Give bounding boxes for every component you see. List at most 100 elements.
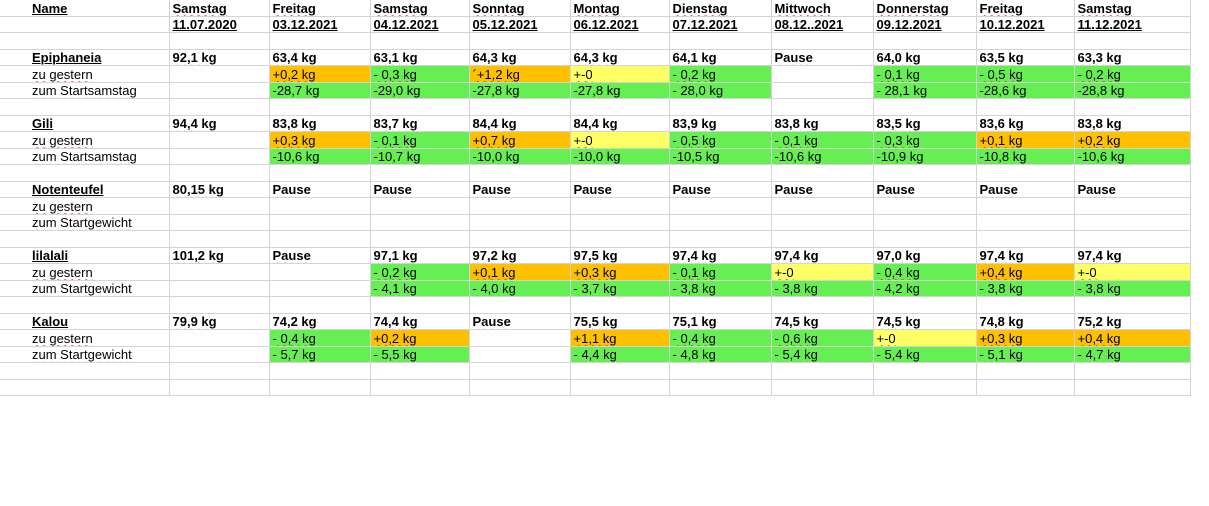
weight-cell[interactable]: 84,4 kg: [570, 115, 670, 132]
diff-start-cell[interactable]: -10,6 kg: [269, 148, 371, 165]
header-day-cell[interactable]: Samstag: [169, 0, 270, 17]
empty-cell[interactable]: [269, 379, 371, 396]
empty-cell[interactable]: [570, 296, 670, 314]
diff-start-cell[interactable]: [169, 346, 270, 363]
weight-cell[interactable]: 92,1 kg: [169, 49, 270, 66]
diff-start-cell[interactable]: -10,7 kg: [370, 148, 470, 165]
empty-cell[interactable]: [169, 230, 270, 248]
empty-cell[interactable]: [570, 230, 670, 248]
diff-yesterday-cell[interactable]: +0,2 kg: [269, 65, 371, 83]
diff-start-cell[interactable]: [469, 346, 571, 363]
header-day-cell[interactable]: Donnerstag: [873, 0, 977, 17]
diff-start-cell[interactable]: -10,0 kg: [570, 148, 670, 165]
diff-start-cell[interactable]: - 5,7 kg: [269, 346, 371, 363]
diff-start-label[interactable]: zum Startgewicht: [0, 346, 170, 363]
empty-cell[interactable]: [1074, 296, 1191, 314]
diff-start-cell[interactable]: -10,0 kg: [469, 148, 571, 165]
empty-cell[interactable]: [469, 362, 571, 380]
empty-cell[interactable]: [1074, 230, 1191, 248]
diff-start-cell[interactable]: [370, 214, 470, 231]
diff-yesterday-cell[interactable]: +-0: [570, 65, 670, 83]
diff-start-cell[interactable]: -10,6 kg: [771, 148, 874, 165]
empty-cell[interactable]: [0, 362, 170, 380]
diff-yesterday-cell[interactable]: - 0,4 kg: [269, 329, 371, 347]
weight-cell[interactable]: 97,1 kg: [370, 247, 470, 264]
diff-start-cell[interactable]: - 5,1 kg: [976, 346, 1075, 363]
diff-yesterday-cell[interactable]: - 0,4 kg: [669, 329, 772, 347]
diff-start-cell[interactable]: -27,8 kg: [570, 82, 670, 99]
weight-cell[interactable]: 74,4 kg: [370, 313, 470, 330]
diff-yesterday-cell[interactable]: [269, 263, 371, 281]
weight-cell[interactable]: 79,9 kg: [169, 313, 270, 330]
diff-start-cell[interactable]: - 4,1 kg: [370, 280, 470, 297]
header-day-cell[interactable]: Samstag: [1074, 0, 1191, 17]
diff-yesterday-cell[interactable]: - 0,1 kg: [873, 65, 977, 83]
empty-cell[interactable]: [370, 98, 470, 116]
diff-yesterday-label[interactable]: zu gestern: [0, 329, 170, 347]
weight-cell[interactable]: 75,1 kg: [669, 313, 772, 330]
empty-cell[interactable]: [873, 164, 977, 182]
diff-start-cell[interactable]: [873, 214, 977, 231]
diff-start-cell[interactable]: -27,8 kg: [469, 82, 571, 99]
diff-yesterday-cell[interactable]: - 0,3 kg: [370, 65, 470, 83]
empty-cell[interactable]: [469, 164, 571, 182]
diff-start-cell[interactable]: [669, 214, 772, 231]
weight-cell[interactable]: 63,1 kg: [370, 49, 470, 66]
weight-cell[interactable]: 84,4 kg: [469, 115, 571, 132]
empty-cell[interactable]: [873, 362, 977, 380]
diff-yesterday-cell[interactable]: [169, 329, 270, 347]
diff-yesterday-cell[interactable]: - 0,5 kg: [976, 65, 1075, 83]
weight-cell[interactable]: 83,8 kg: [269, 115, 371, 132]
empty-cell[interactable]: [669, 379, 772, 396]
header-date-cell[interactable]: 11.07.2020: [169, 16, 270, 33]
empty-cell[interactable]: [370, 32, 470, 50]
diff-yesterday-cell[interactable]: +-0: [873, 329, 977, 347]
diff-yesterday-cell[interactable]: - 0,1 kg: [370, 131, 470, 149]
diff-yesterday-cell[interactable]: [771, 65, 874, 83]
empty-cell[interactable]: [169, 296, 270, 314]
participant-name[interactable]: Gili: [0, 115, 170, 132]
empty-cell[interactable]: [169, 98, 270, 116]
participant-name[interactable]: Kalou: [0, 313, 170, 330]
diff-yesterday-cell[interactable]: [669, 197, 772, 215]
empty-cell[interactable]: [469, 296, 571, 314]
diff-start-cell[interactable]: - 5,5 kg: [370, 346, 470, 363]
weight-cell[interactable]: 75,2 kg: [1074, 313, 1191, 330]
weight-cell[interactable]: 63,3 kg: [1074, 49, 1191, 66]
weight-cell[interactable]: 97,4 kg: [669, 247, 772, 264]
empty-cell[interactable]: [0, 164, 170, 182]
diff-yesterday-cell[interactable]: [169, 197, 270, 215]
diff-start-label[interactable]: zum Startgewicht: [0, 280, 170, 297]
diff-start-label[interactable]: zum Startsamstag: [0, 148, 170, 165]
weight-cell[interactable]: Pause: [771, 181, 874, 198]
weight-cell[interactable]: 64,3 kg: [469, 49, 571, 66]
empty-cell[interactable]: [1074, 98, 1191, 116]
header-day-cell[interactable]: Freitag: [976, 0, 1075, 17]
diff-start-cell[interactable]: - 3,8 kg: [976, 280, 1075, 297]
diff-start-cell[interactable]: [269, 280, 371, 297]
spreadsheet-grid[interactable]: Name Samstag Freitag Samstag Sonntag Montag Di…: [0, 0, 1191, 396]
header-date-cell[interactable]: 05.12.2021: [469, 16, 571, 33]
diff-start-cell[interactable]: - 4,7 kg: [1074, 346, 1191, 363]
diff-yesterday-cell[interactable]: [169, 65, 270, 83]
diff-start-cell[interactable]: - 4,0 kg: [469, 280, 571, 297]
empty-cell[interactable]: [0, 230, 170, 248]
diff-yesterday-cell[interactable]: [570, 197, 670, 215]
weight-cell[interactable]: 97,5 kg: [570, 247, 670, 264]
empty-cell[interactable]: [1074, 164, 1191, 182]
diff-yesterday-cell[interactable]: +0,1 kg: [976, 131, 1075, 149]
header-date-cell[interactable]: 08.12..2021: [771, 16, 874, 33]
diff-yesterday-cell[interactable]: [169, 263, 270, 281]
empty-cell[interactable]: [570, 32, 670, 50]
empty-cell[interactable]: [570, 164, 670, 182]
header-day-cell[interactable]: Freitag: [269, 0, 371, 17]
diff-yesterday-label[interactable]: zu gestern: [0, 65, 170, 83]
weight-cell[interactable]: 83,8 kg: [1074, 115, 1191, 132]
diff-start-cell[interactable]: -28,6 kg: [976, 82, 1075, 99]
weight-cell[interactable]: 83,8 kg: [771, 115, 874, 132]
weight-cell[interactable]: Pause: [873, 181, 977, 198]
weight-cell[interactable]: Pause: [976, 181, 1075, 198]
empty-cell[interactable]: [469, 98, 571, 116]
header-day-cell[interactable]: Dienstag: [669, 0, 772, 17]
weight-cell[interactable]: 97,4 kg: [1074, 247, 1191, 264]
